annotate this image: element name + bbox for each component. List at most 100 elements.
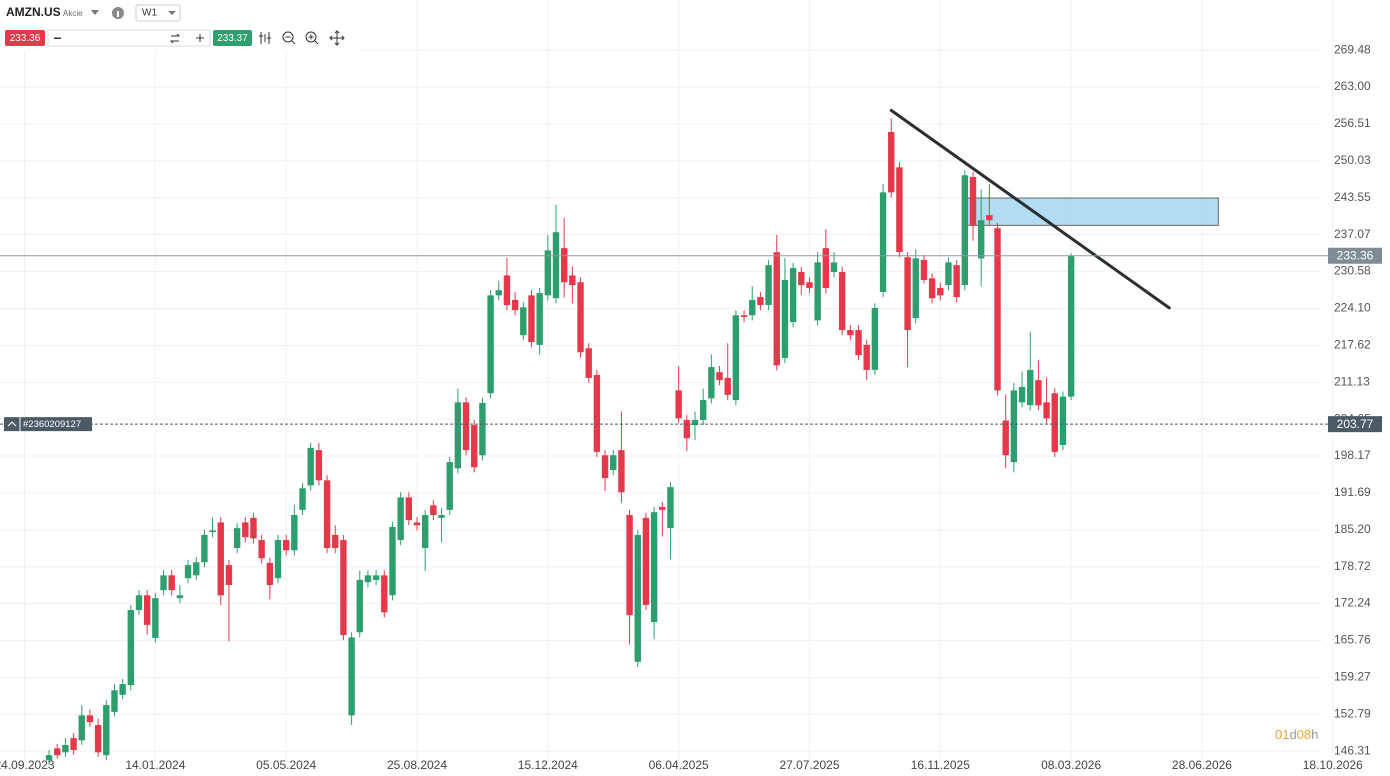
candle-body xyxy=(773,252,780,366)
candle-body xyxy=(781,279,789,358)
candle-body xyxy=(667,487,674,529)
y-tick-label: 185.20 xyxy=(1334,522,1371,536)
candle-body xyxy=(503,275,511,306)
zoom-in-glyph xyxy=(308,34,319,45)
candle-body xyxy=(201,534,208,563)
y-tick-label: 211.13 xyxy=(1334,374,1370,388)
candle-body xyxy=(372,575,380,580)
candle-body xyxy=(274,540,282,579)
candle-body xyxy=(217,522,224,596)
countdown-part: d xyxy=(1289,727,1296,742)
candle-body xyxy=(757,297,764,306)
candle-body xyxy=(299,488,306,510)
candle-body xyxy=(495,290,502,296)
volume-input[interactable] xyxy=(47,29,211,47)
bid-price: 233.36 xyxy=(10,33,41,44)
candle-body xyxy=(708,367,715,399)
candle-body xyxy=(544,250,552,296)
plus-icon[interactable] xyxy=(196,34,204,42)
candle-body xyxy=(855,330,862,356)
order-price-tag xyxy=(1328,416,1382,433)
candle-body xyxy=(225,565,233,586)
candle-body xyxy=(528,295,535,343)
candle-body xyxy=(961,175,969,286)
y-tick-label: 250.03 xyxy=(1334,153,1371,167)
candle-body xyxy=(691,419,699,426)
candle-body xyxy=(830,262,838,273)
candle-body xyxy=(699,400,707,420)
candle-body xyxy=(78,715,85,741)
candle-body xyxy=(871,307,879,370)
sell-button[interactable] xyxy=(5,30,45,46)
info-icon-glyph xyxy=(117,11,119,17)
x-tick-label: 05.05.2024 xyxy=(256,758,316,772)
x-tick-label: 25.08.2024 xyxy=(387,758,447,772)
candle-body xyxy=(552,232,560,299)
candle-body xyxy=(340,540,347,636)
candle-body xyxy=(560,248,568,283)
candle-body xyxy=(348,637,355,716)
candle-body xyxy=(740,315,748,317)
order-price-label: 203.77 xyxy=(1337,417,1374,431)
candle-body xyxy=(977,220,985,259)
symbol-dropdown[interactable] xyxy=(91,10,99,15)
candle-body xyxy=(454,402,462,469)
candle-body xyxy=(838,272,846,331)
symbol: AMZN.US xyxy=(6,5,61,19)
candle-body xyxy=(54,748,61,756)
toolbar: AMZN.US Akcie W1 233.36 233.37 xyxy=(0,0,360,52)
countdown-part: 01 xyxy=(1275,727,1289,742)
chart-type-icon[interactable] xyxy=(259,32,271,44)
minus-icon[interactable] xyxy=(54,37,61,40)
candle-body xyxy=(814,262,821,321)
candle-body xyxy=(749,299,756,316)
y-tick-label: 243.55 xyxy=(1334,190,1371,204)
candle-body xyxy=(111,690,118,712)
candle-body xyxy=(389,526,396,596)
candle-body xyxy=(986,215,993,221)
candle-body xyxy=(193,562,200,576)
zoom-in-icon[interactable] xyxy=(305,31,317,43)
swap-icon[interactable] xyxy=(169,33,181,44)
candle-body xyxy=(1059,396,1067,446)
candle-body xyxy=(332,534,339,549)
y-tick-label: 152.79 xyxy=(1334,706,1371,720)
x-tick-label: 08.03.2026 xyxy=(1041,758,1101,772)
candle-body xyxy=(650,512,658,623)
candle-body xyxy=(626,515,633,616)
grid xyxy=(0,0,1334,762)
candle-body xyxy=(822,248,830,288)
candle-body xyxy=(176,595,184,599)
candle-body xyxy=(413,522,421,526)
candle-body xyxy=(683,419,691,439)
y-tick-label: 237.07 xyxy=(1334,227,1371,241)
candle-body xyxy=(421,515,429,549)
candle-body xyxy=(577,282,584,353)
pan-icon[interactable] xyxy=(329,30,345,46)
candle-body xyxy=(879,192,887,292)
candle-body xyxy=(511,299,519,311)
timeframe-dropdown xyxy=(168,11,176,15)
x-tick-label: 28.06.2026 xyxy=(1172,758,1232,772)
timeframe: W1 xyxy=(142,8,157,19)
order-tag[interactable] xyxy=(4,417,92,432)
x-tick-label: 27.07.2025 xyxy=(779,758,839,772)
buy-button[interactable] xyxy=(213,30,252,46)
candle-body xyxy=(928,278,936,299)
candle-body xyxy=(904,257,911,331)
candle-body xyxy=(953,265,960,298)
y-tick-label: 230.58 xyxy=(1334,264,1371,278)
candle-body xyxy=(127,610,135,686)
candle-body xyxy=(135,595,143,611)
candle-body xyxy=(569,275,576,286)
zoom-out-icon[interactable] xyxy=(282,31,294,43)
timeframe-select[interactable] xyxy=(135,4,181,22)
countdown-part: 08 xyxy=(1297,727,1311,742)
y-tick-label: 165.76 xyxy=(1334,633,1371,647)
candle-body xyxy=(94,725,102,753)
candle-body xyxy=(184,565,192,579)
y-tick-label: 256.51 xyxy=(1334,116,1371,130)
candle-body xyxy=(806,282,813,288)
y-tick-label: 263.00 xyxy=(1334,79,1371,93)
candle-body xyxy=(593,375,601,452)
